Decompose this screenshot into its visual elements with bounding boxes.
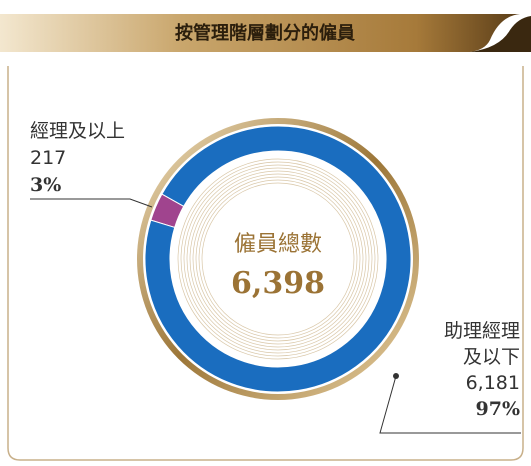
value-label: 217 xyxy=(30,147,67,169)
leader-line xyxy=(30,198,153,208)
decor-ring xyxy=(180,161,376,357)
banner-tail xyxy=(470,16,531,52)
center-label: 僱員總數 xyxy=(234,232,322,257)
total: 6,398 xyxy=(231,266,325,301)
percent-label: 97% xyxy=(475,398,521,420)
decor-ring xyxy=(189,170,367,348)
decor-ring xyxy=(183,164,373,354)
frame xyxy=(7,66,524,461)
value-label: 6,181 xyxy=(465,372,520,394)
category-label: 經理及以上 xyxy=(30,120,126,142)
decor-ring xyxy=(198,179,358,339)
donut-segment xyxy=(144,125,412,393)
category-label: 助理經理及以下 xyxy=(443,320,520,368)
banner xyxy=(0,14,520,52)
decor-ring xyxy=(201,182,355,336)
leader-line xyxy=(379,375,521,434)
percent-label: 3% xyxy=(30,174,62,196)
decor-ring xyxy=(195,176,361,342)
decor-ring xyxy=(192,173,364,345)
decor-ring xyxy=(177,158,379,360)
decor-ring xyxy=(186,167,370,351)
inner-disc xyxy=(174,155,382,363)
chart-title: 按管理階層劃分的僱員 xyxy=(175,22,355,44)
